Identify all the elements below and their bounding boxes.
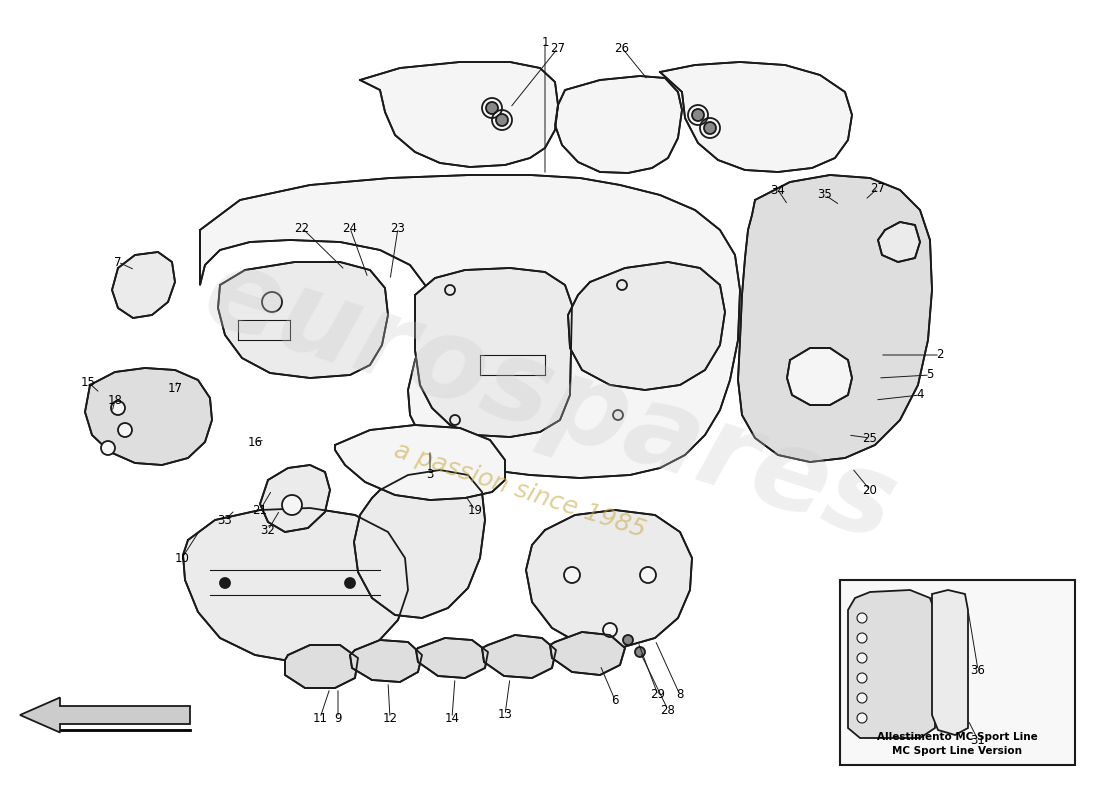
Text: 2: 2	[936, 349, 944, 362]
Text: 1: 1	[541, 35, 549, 49]
Text: eurospares: eurospares	[190, 236, 910, 564]
Text: 4: 4	[916, 389, 924, 402]
Polygon shape	[660, 62, 852, 172]
Text: 33: 33	[218, 514, 232, 526]
Circle shape	[623, 635, 632, 645]
Circle shape	[635, 647, 645, 657]
Polygon shape	[482, 635, 556, 678]
Text: 6: 6	[612, 694, 618, 706]
Polygon shape	[85, 368, 212, 465]
Polygon shape	[415, 268, 572, 437]
Text: 7: 7	[114, 255, 122, 269]
Circle shape	[603, 623, 617, 637]
Polygon shape	[848, 590, 935, 738]
Polygon shape	[932, 590, 968, 735]
Circle shape	[450, 415, 460, 425]
Circle shape	[857, 653, 867, 663]
Text: 28: 28	[661, 703, 675, 717]
Polygon shape	[556, 76, 682, 173]
Text: 15: 15	[80, 375, 96, 389]
Circle shape	[496, 114, 508, 126]
Circle shape	[613, 410, 623, 420]
Circle shape	[101, 441, 116, 455]
Polygon shape	[336, 425, 505, 500]
Text: 25: 25	[862, 431, 878, 445]
FancyArrow shape	[20, 698, 190, 733]
Circle shape	[111, 401, 125, 415]
Text: 26: 26	[615, 42, 629, 54]
Text: 29: 29	[650, 689, 666, 702]
Text: 22: 22	[295, 222, 309, 234]
Polygon shape	[738, 175, 932, 462]
Polygon shape	[360, 62, 558, 167]
Text: 34: 34	[771, 183, 785, 197]
Text: 27: 27	[870, 182, 886, 194]
Polygon shape	[350, 640, 422, 682]
Text: 12: 12	[383, 711, 397, 725]
Circle shape	[640, 567, 656, 583]
Text: 36: 36	[970, 663, 986, 677]
Circle shape	[692, 109, 704, 121]
Polygon shape	[260, 465, 330, 532]
Text: Allestimento MC Sport Line: Allestimento MC Sport Line	[877, 732, 1038, 742]
Circle shape	[118, 423, 132, 437]
Polygon shape	[183, 508, 408, 662]
Circle shape	[857, 633, 867, 643]
Text: MC Sport Line Version: MC Sport Line Version	[892, 746, 1023, 756]
Text: 13: 13	[497, 709, 513, 722]
Circle shape	[446, 285, 455, 295]
Text: 24: 24	[342, 222, 358, 234]
Text: 31: 31	[970, 734, 986, 746]
Polygon shape	[550, 632, 625, 675]
Polygon shape	[285, 645, 358, 688]
Text: 19: 19	[468, 503, 483, 517]
Text: 14: 14	[444, 711, 460, 725]
Polygon shape	[526, 510, 692, 648]
Text: 9: 9	[334, 711, 342, 725]
Circle shape	[857, 693, 867, 703]
Text: 8: 8	[676, 689, 684, 702]
Text: 32: 32	[261, 523, 275, 537]
Polygon shape	[112, 252, 175, 318]
Circle shape	[564, 567, 580, 583]
Circle shape	[617, 280, 627, 290]
Circle shape	[220, 578, 230, 588]
Text: 10: 10	[175, 551, 189, 565]
Circle shape	[857, 613, 867, 623]
Polygon shape	[354, 470, 485, 618]
Text: 11: 11	[312, 711, 328, 725]
Text: 20: 20	[862, 483, 878, 497]
Text: 17: 17	[167, 382, 183, 394]
Text: 16: 16	[248, 435, 263, 449]
Circle shape	[857, 713, 867, 723]
Polygon shape	[200, 175, 740, 478]
Circle shape	[486, 102, 498, 114]
Circle shape	[345, 578, 355, 588]
Text: 18: 18	[108, 394, 122, 406]
Text: 23: 23	[390, 222, 406, 234]
Circle shape	[704, 122, 716, 134]
Polygon shape	[568, 262, 725, 390]
Circle shape	[857, 673, 867, 683]
Text: a passion since 1985: a passion since 1985	[392, 438, 649, 542]
Text: 35: 35	[817, 189, 833, 202]
Polygon shape	[218, 262, 388, 378]
Text: 3: 3	[427, 469, 433, 482]
Bar	[840, 580, 1075, 765]
Text: 27: 27	[550, 42, 565, 54]
Circle shape	[282, 495, 303, 515]
Polygon shape	[416, 638, 488, 678]
Text: 5: 5	[926, 369, 934, 382]
Polygon shape	[878, 222, 920, 262]
Text: 21: 21	[253, 503, 267, 517]
Polygon shape	[786, 348, 852, 405]
